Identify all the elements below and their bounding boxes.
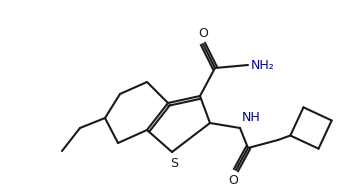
Text: NH₂: NH₂ [251, 59, 275, 71]
Text: NH: NH [242, 111, 261, 124]
Text: O: O [228, 174, 238, 187]
Text: S: S [170, 157, 178, 170]
Text: O: O [198, 27, 208, 40]
